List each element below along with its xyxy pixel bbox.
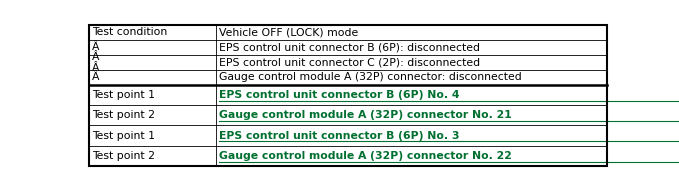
Text: Gauge control module A (32P) connector No. 21: Gauge control module A (32P) connector N… [219,110,511,120]
Text: Test point 2: Test point 2 [92,110,155,120]
Text: Â: Â [92,72,99,82]
Text: EPS control unit connector B (6P) No. 4: EPS control unit connector B (6P) No. 4 [219,90,459,100]
Text: Test point 2: Test point 2 [92,151,155,161]
Text: EPS control unit connector B (6P) No. 3: EPS control unit connector B (6P) No. 3 [219,131,459,141]
Text: Gauge control module A (32P) connector: disconnected: Gauge control module A (32P) connector: … [219,72,521,82]
Text: EPS control unit connector B (6P): disconnected: EPS control unit connector B (6P): disco… [219,42,479,52]
Text: Test point 1: Test point 1 [92,131,155,141]
Text: Test condition: Test condition [92,27,167,37]
Text: EPS control unit connector C (2P): disconnected: EPS control unit connector C (2P): disco… [219,57,479,67]
Text: Â
Â: Â Â [92,52,99,73]
Text: Gauge control module A (32P) connector No. 22: Gauge control module A (32P) connector N… [219,151,511,161]
Text: Vehicle OFF (LOCK) mode: Vehicle OFF (LOCK) mode [219,27,358,37]
Text: Test point 1: Test point 1 [92,90,155,100]
Text: Â: Â [92,42,99,52]
